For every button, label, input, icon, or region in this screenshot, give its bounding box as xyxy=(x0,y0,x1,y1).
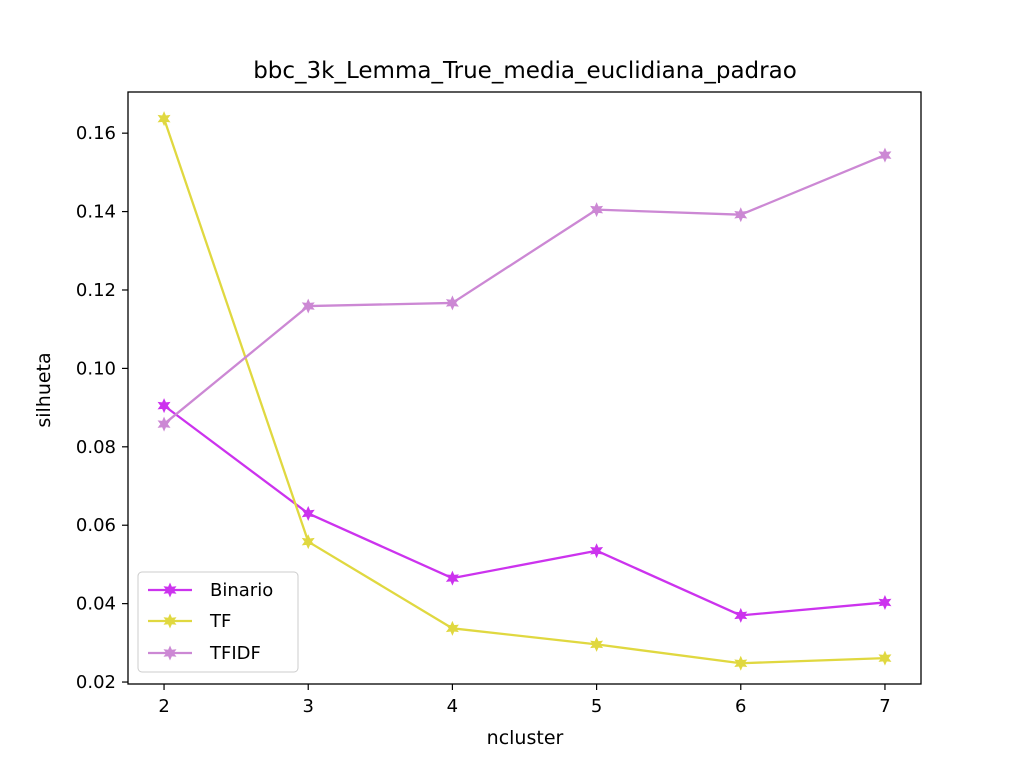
data-point-tf xyxy=(734,655,748,671)
y-axis-label: silhueta xyxy=(33,352,55,427)
y-tick-label: 0.02 xyxy=(76,672,116,693)
data-point-tf xyxy=(157,111,171,127)
x-tick-label: 4 xyxy=(447,696,458,717)
data-point-tfidf xyxy=(878,147,892,163)
data-point-binario xyxy=(157,398,171,414)
series-line-tf xyxy=(162,118,885,665)
y-tick-label: 0.04 xyxy=(76,594,116,615)
data-point-tfidf xyxy=(301,298,315,314)
series-line-tfidf xyxy=(163,154,886,425)
data-point-tfidf xyxy=(734,207,748,223)
data-point-binario xyxy=(301,505,315,521)
legend-marker-tf xyxy=(163,613,177,629)
legend-label-tf: TF xyxy=(209,611,231,632)
data-point-binario xyxy=(734,607,748,623)
y-tick-label: 0.10 xyxy=(76,358,116,379)
legend-label-binario: Binario xyxy=(210,580,273,601)
y-axis: 0.02 0.04 0.06 0.08 0.10 0.12 0.14 0.16 xyxy=(76,123,128,693)
x-tick-label: 3 xyxy=(303,696,314,717)
x-tick-label: 7 xyxy=(879,696,890,717)
data-point-tfidf xyxy=(590,202,604,218)
x-tick-label: 2 xyxy=(158,696,169,717)
y-tick-label: 0.16 xyxy=(76,123,116,144)
y-tick-label: 0.12 xyxy=(76,280,116,301)
x-axis-label: ncluster xyxy=(487,727,564,749)
series-line-binario xyxy=(163,404,886,617)
legend-box xyxy=(137,571,299,673)
y-tick-label: 0.06 xyxy=(76,515,116,536)
y-tick-label: 0.08 xyxy=(76,437,116,458)
data-point-tf xyxy=(301,534,315,550)
data-point-binario xyxy=(590,543,604,559)
data-point-tf xyxy=(445,620,459,636)
x-tick-label: 6 xyxy=(735,696,746,717)
data-point-binario xyxy=(878,594,892,610)
data-point-tf xyxy=(590,636,604,652)
y-tick-label: 0.14 xyxy=(76,202,116,223)
legend-marker-tfidf xyxy=(163,645,177,661)
data-point-tfidf xyxy=(157,416,171,432)
data-point-binario xyxy=(445,570,459,586)
x-tick-label: 5 xyxy=(591,696,602,717)
chart-title: bbc_3k_Lemma_True_media_euclidiana_padra… xyxy=(253,58,797,84)
plot-frame xyxy=(127,91,922,685)
data-point-tfidf xyxy=(445,295,459,311)
legend: Binario TF TFIDF xyxy=(137,571,299,673)
x-axis: 2 3 4 5 6 7 xyxy=(158,684,891,717)
legend-label-tfidf: TFIDF xyxy=(209,643,261,664)
series-layer xyxy=(157,111,892,671)
legend-marker-binario xyxy=(163,582,177,598)
data-point-tf xyxy=(878,650,892,666)
